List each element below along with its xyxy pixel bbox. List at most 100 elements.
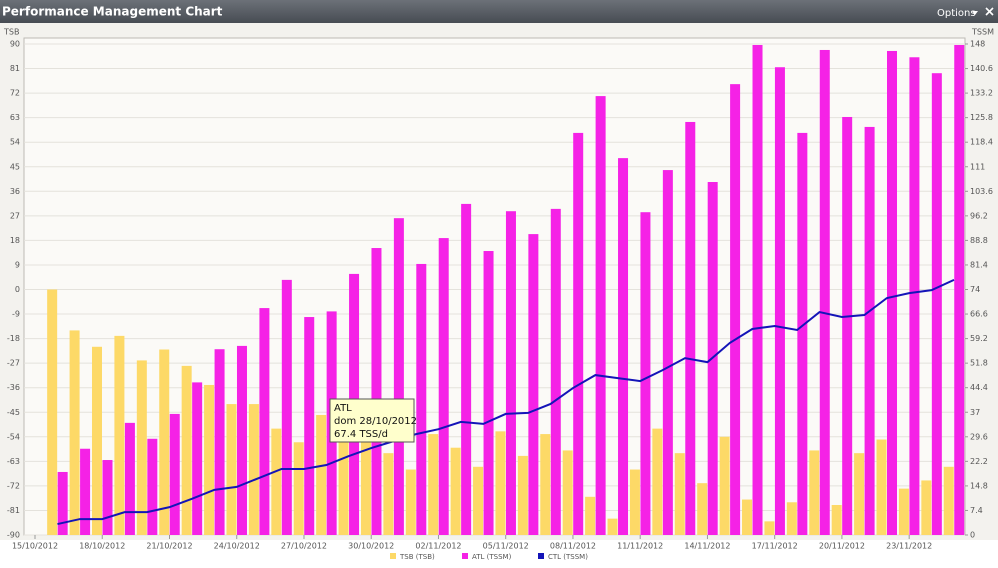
bar xyxy=(80,448,91,535)
y-tick-label: 27 xyxy=(10,211,20,220)
bar xyxy=(69,330,80,535)
bar xyxy=(91,346,102,535)
bar xyxy=(159,349,170,535)
bar xyxy=(495,431,506,535)
x-tick-label: 14/11/2012 xyxy=(684,542,730,551)
tooltip-value: 67.4 TSS/d xyxy=(334,429,388,440)
options-arrow[interactable] xyxy=(972,11,978,15)
y2-tick-label: 0 xyxy=(970,531,975,540)
bar xyxy=(685,121,696,536)
y2-tick-label: 111 xyxy=(970,162,985,171)
bar xyxy=(136,360,147,535)
footer xyxy=(0,540,998,568)
bar xyxy=(169,413,180,535)
bar xyxy=(931,73,942,536)
x-tick-label: 30/10/2012 xyxy=(348,542,394,551)
bar xyxy=(461,203,472,536)
y-tick-label: 72 xyxy=(10,89,20,98)
bar xyxy=(864,126,875,536)
bar xyxy=(505,211,516,536)
bar xyxy=(450,447,461,535)
x-tick-label: 23/11/2012 xyxy=(886,542,932,551)
bar xyxy=(393,218,404,535)
y2-tick-label: 88.8 xyxy=(970,236,988,245)
y2-tick-label: 96.2 xyxy=(970,211,988,220)
bar xyxy=(954,44,965,535)
bar xyxy=(338,420,349,535)
bar xyxy=(819,49,830,536)
bar xyxy=(181,365,192,535)
bar xyxy=(540,434,551,535)
y-tick-label: -27 xyxy=(7,359,20,368)
options-button[interactable]: Options xyxy=(937,8,976,19)
x-tick-label: 11/11/2012 xyxy=(617,542,663,551)
bar xyxy=(662,170,673,535)
y-tick-label: 54 xyxy=(10,138,20,147)
bar xyxy=(473,466,484,535)
y-tick-label: -63 xyxy=(7,457,20,466)
bar xyxy=(281,279,292,535)
bar xyxy=(629,469,640,535)
bar xyxy=(483,251,494,535)
bar xyxy=(316,414,327,535)
x-tick-label: 20/11/2012 xyxy=(819,542,865,551)
y2-tick-label: 118.4 xyxy=(970,138,993,147)
y2-tick-label: 148 xyxy=(970,40,985,49)
y-tick-label: 90 xyxy=(10,40,20,49)
bar xyxy=(550,208,561,535)
tooltip-title: ATL xyxy=(334,403,352,414)
x-tick-label: 17/11/2012 xyxy=(752,542,798,551)
y2-tick-label: 59.2 xyxy=(970,334,988,343)
bar xyxy=(248,404,259,535)
legend-swatch xyxy=(390,553,396,559)
chart-title: Performance Management Chart xyxy=(2,5,223,19)
bar xyxy=(102,460,113,535)
bar xyxy=(405,469,416,535)
bar xyxy=(204,384,215,535)
y2-tick-label: 103.6 xyxy=(970,187,993,196)
x-tick-label: 15/10/2012 xyxy=(12,542,58,551)
bar xyxy=(887,50,898,536)
x-tick-label: 02/11/2012 xyxy=(415,542,461,551)
bar xyxy=(797,132,808,535)
bar xyxy=(842,116,853,536)
legend-label: CTL (TSSM) xyxy=(548,553,588,561)
bar xyxy=(573,132,584,535)
y-tick-label: -81 xyxy=(7,506,20,515)
x-tick-label: 05/11/2012 xyxy=(483,542,529,551)
bar xyxy=(360,439,371,535)
y2-tick-label: 29.6 xyxy=(970,432,988,441)
bar xyxy=(57,471,68,535)
y2-tick-label: 81.4 xyxy=(970,260,988,269)
bar xyxy=(304,317,315,535)
bar xyxy=(786,502,797,535)
title-bar xyxy=(0,0,998,23)
y2-tick-label: 133.2 xyxy=(970,89,993,98)
bar xyxy=(416,263,427,535)
bar xyxy=(809,450,820,535)
bar xyxy=(943,466,954,535)
bar xyxy=(607,518,618,535)
y-tick-label: -9 xyxy=(12,310,20,319)
bar xyxy=(371,248,382,536)
x-tick-label: 24/10/2012 xyxy=(214,542,260,551)
y-tick-label: 9 xyxy=(15,260,20,269)
y-tick-label: -90 xyxy=(7,531,20,540)
x-tick-label: 18/10/2012 xyxy=(79,542,125,551)
legend-swatch xyxy=(538,553,544,559)
bar xyxy=(921,480,932,535)
bar xyxy=(214,349,225,535)
y-tick-label: 0 xyxy=(15,285,20,294)
bar xyxy=(293,442,304,535)
x-tick-label: 21/10/2012 xyxy=(146,542,192,551)
bar xyxy=(147,438,158,535)
plot-area xyxy=(23,37,966,536)
y2-tick-label: 140.6 xyxy=(970,64,993,73)
bar xyxy=(47,289,58,535)
bar xyxy=(585,496,596,535)
close-button[interactable] xyxy=(985,7,994,16)
bar xyxy=(719,436,730,535)
y-tick-label: -45 xyxy=(7,408,20,417)
y-tick-label: 45 xyxy=(10,162,20,171)
y2-tick-label: 74 xyxy=(970,285,980,294)
